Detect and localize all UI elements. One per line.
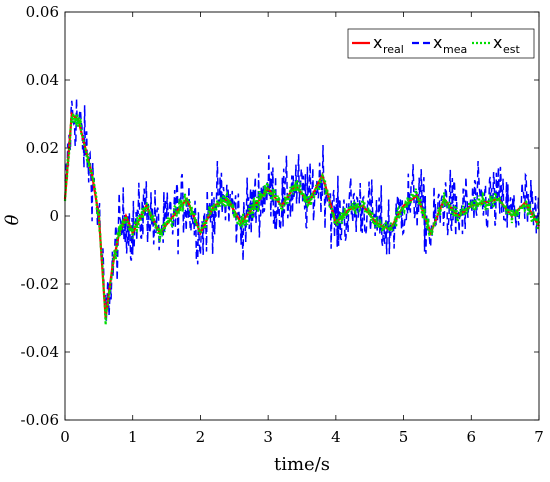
x-tick-label: 0 xyxy=(60,428,70,446)
legend-label: x xyxy=(493,33,502,52)
x-tick-label: 7 xyxy=(534,428,544,446)
y-tick-label: 0.04 xyxy=(26,71,59,89)
x-tick-label: 2 xyxy=(196,428,206,446)
y-tick-label: -0.04 xyxy=(21,343,59,361)
x-tick-label: 4 xyxy=(331,428,341,446)
legend: x real x mea x est xyxy=(347,28,535,59)
x-tick-label: 3 xyxy=(263,428,273,446)
series-line-est xyxy=(63,113,541,325)
y-tick-label: 0 xyxy=(49,207,59,225)
y-axis-title: θ xyxy=(2,214,23,225)
plot-lines xyxy=(63,98,541,325)
y-tick-label: -0.06 xyxy=(21,411,59,429)
legend-label: x xyxy=(433,33,442,52)
legend-label-sub: est xyxy=(503,43,520,56)
x-tick-label: 1 xyxy=(128,428,138,446)
legend-label-sub: mea xyxy=(443,43,467,56)
legend-label-sub: real xyxy=(383,43,404,56)
y-tick-label: 0.06 xyxy=(26,3,59,21)
x-tick-label: 5 xyxy=(399,428,409,446)
y-tick-label: 0.02 xyxy=(26,139,59,157)
axis-ticks: 0 1 2 3 4 5 6 7 0.06 0.04 0.02 0 -0.02 -0.04 -0.06 xyxy=(21,3,544,446)
legend-label: x xyxy=(373,33,382,52)
y-tick-label: -0.02 xyxy=(21,275,59,293)
legend-box xyxy=(347,28,535,59)
x-axis-title: time/s xyxy=(274,454,330,475)
x-tick-label: 6 xyxy=(467,428,477,446)
